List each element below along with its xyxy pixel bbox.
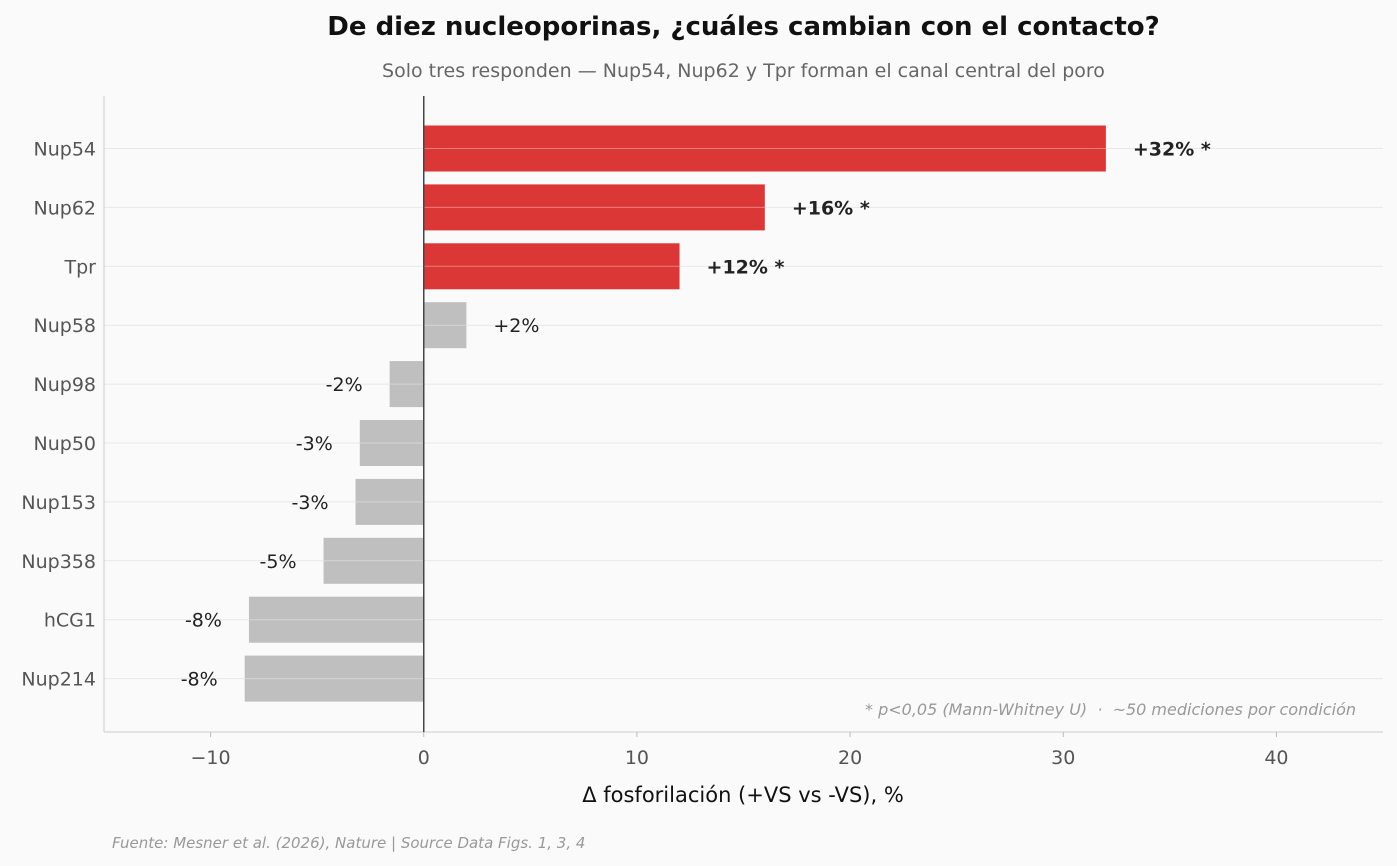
source-footer: Fuente: Mesner et al. (2026), Nature | S… — [112, 834, 586, 852]
x-tick-label: 40 — [1264, 747, 1288, 769]
data-label: -3% — [292, 492, 329, 514]
data-label: -5% — [260, 551, 297, 573]
x-tick-label: 30 — [1051, 747, 1075, 769]
bar-nup54 — [423, 125, 1106, 172]
bar-nup358 — [323, 537, 424, 584]
category-label: Nup62 — [34, 197, 97, 219]
category-label: Nup214 — [21, 669, 96, 691]
data-label: -3% — [296, 433, 333, 455]
category-label: Nup54 — [34, 139, 97, 161]
data-label: -8% — [185, 610, 222, 632]
bar-nup98 — [389, 361, 424, 408]
bar-hcg1 — [248, 596, 424, 643]
category-label: Nup358 — [21, 551, 96, 573]
bar-nup62 — [423, 184, 765, 231]
category-label: Nup98 — [34, 374, 97, 396]
x-tick-label: −10 — [191, 747, 231, 769]
bar-nup214 — [244, 655, 424, 702]
data-label: +32% * — [1133, 139, 1211, 161]
x-tick-label: 20 — [838, 747, 862, 769]
x-axis-title: Δ fosforilación (+VS vs -VS), % — [582, 783, 904, 807]
category-label: Nup50 — [34, 433, 97, 455]
data-label: +2% — [493, 315, 539, 337]
category-label: hCG1 — [44, 610, 96, 632]
category-label: Tpr — [64, 256, 97, 278]
category-label: Nup153 — [21, 492, 96, 514]
chart-title: De diez nucleoporinas, ¿cuáles cambian c… — [327, 12, 1160, 42]
data-label: -8% — [181, 669, 218, 691]
chart-subtitle: Solo tres responden — Nup54, Nup62 y Tpr… — [382, 60, 1105, 82]
x-tick-label: 0 — [418, 747, 430, 769]
bar-nup153 — [355, 478, 424, 525]
x-tick-label: 10 — [625, 747, 649, 769]
data-label: +12% * — [707, 256, 785, 278]
bar-tpr — [423, 243, 680, 290]
data-label: +16% * — [792, 197, 870, 219]
bar-nup58 — [423, 302, 467, 349]
bar-nup50 — [359, 420, 424, 466]
data-label: -2% — [326, 374, 363, 396]
category-label: Nup58 — [34, 315, 97, 337]
significance-note: * p<0,05 (Mann-Whitney U) · ~50 medicion… — [865, 700, 1356, 719]
